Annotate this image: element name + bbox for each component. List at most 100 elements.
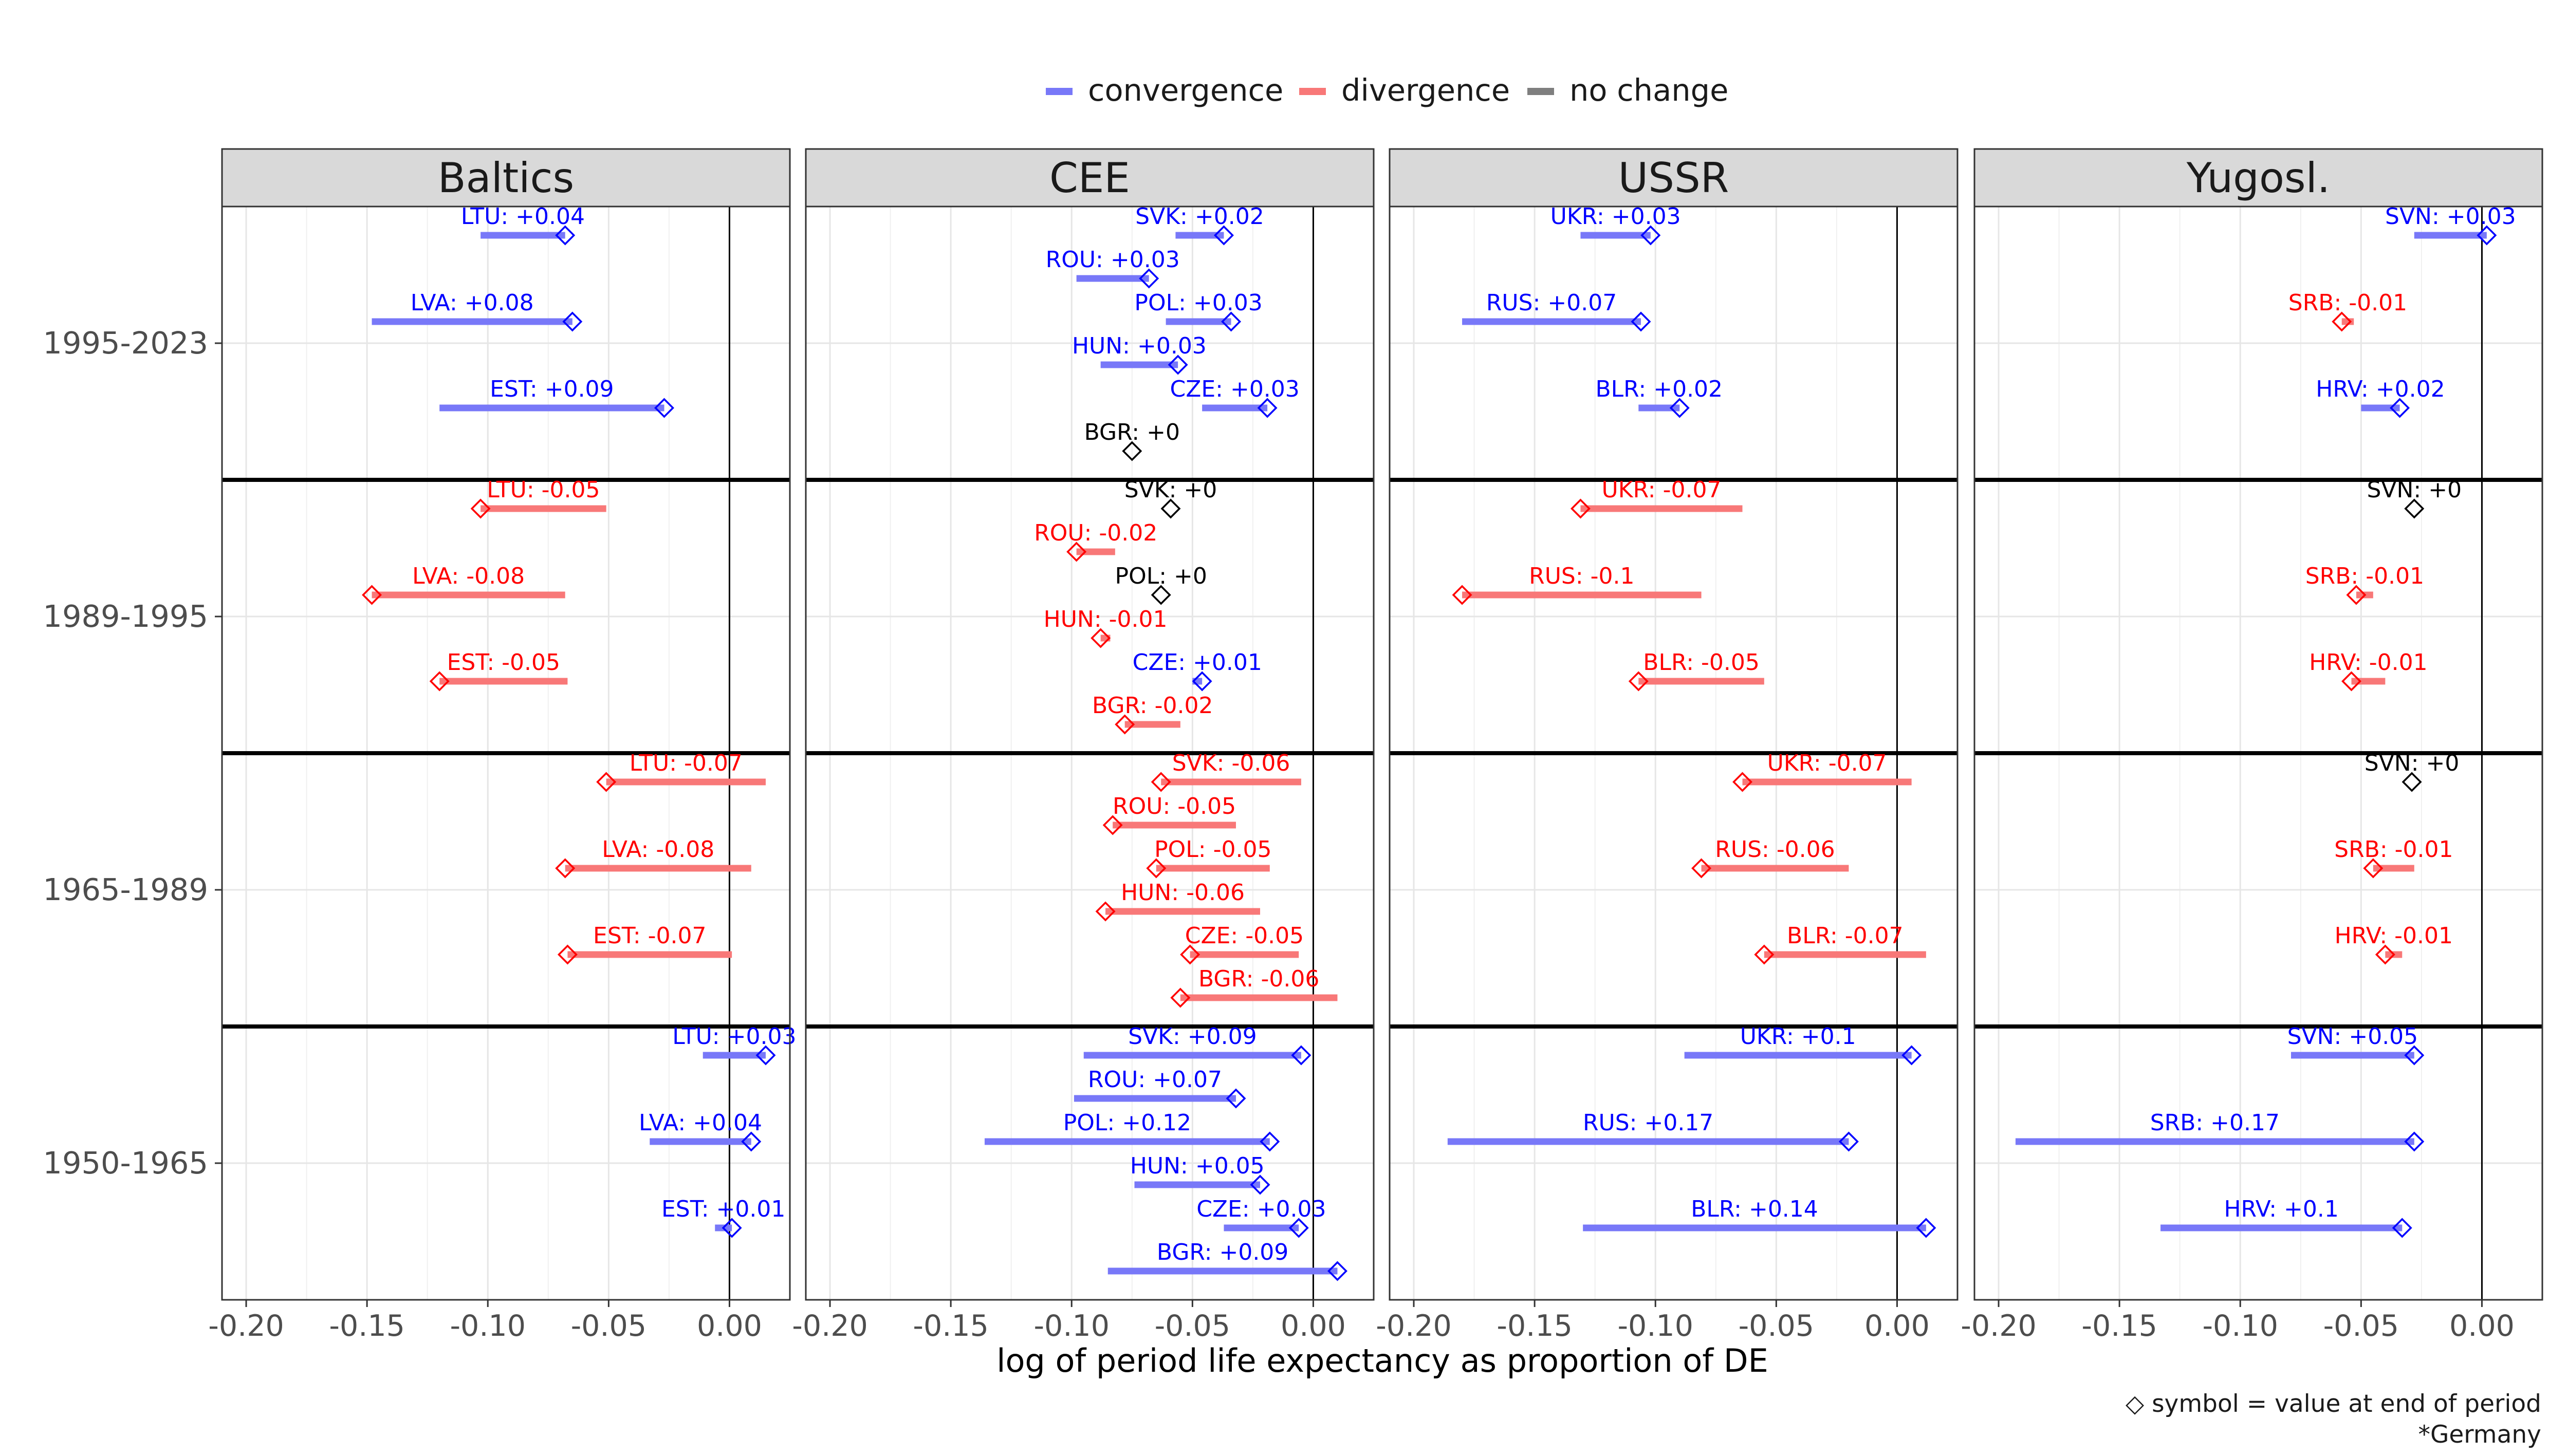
data-label: BGR: -0.02 xyxy=(1092,693,1213,719)
data-label: SVN: +0 xyxy=(2367,477,2462,503)
panel-border xyxy=(1973,206,2543,1301)
y-tick-label-1989-1995: 1989-1995 xyxy=(43,599,208,634)
x-tick-label: 0.00 xyxy=(1864,1309,1930,1343)
end-marker xyxy=(2392,1218,2412,1238)
data-label: EST: -0.07 xyxy=(593,923,706,949)
legend: convergence divergence no change xyxy=(1046,72,1728,108)
data-label: EST: +0.09 xyxy=(490,376,614,402)
data-label: LVA: -0.08 xyxy=(602,836,714,863)
series-ukr-1995-2023: UKR: +0.03 xyxy=(1550,203,1681,246)
end-marker xyxy=(1628,671,1649,692)
x-tick-label: -0.10 xyxy=(1033,1309,1109,1343)
data-label: LTU: +0.04 xyxy=(461,203,585,230)
end-marker xyxy=(1160,498,1181,519)
y-tick-label-1995-2023: 1995-2023 xyxy=(43,325,208,361)
series-est-1989-1995: EST: -0.05 xyxy=(429,649,568,692)
data-label: BGR: +0 xyxy=(1084,419,1180,445)
data-label: POL: +0.03 xyxy=(1134,290,1262,316)
series-svk-1950-1965: SVK: +0.09 xyxy=(1083,1023,1312,1066)
series-hun-1989-1995: HUN: -0.01 xyxy=(1044,606,1168,648)
data-label: LVA: -0.08 xyxy=(412,563,525,589)
end-marker xyxy=(1291,1045,1312,1066)
series-lva-1965-1989: LVA: -0.08 xyxy=(555,836,751,879)
end-marker xyxy=(2363,858,2384,879)
x-axis-title: log of period life expectancy as proport… xyxy=(996,1342,1768,1379)
data-label: SRB: -0.01 xyxy=(2305,563,2424,589)
x-tick-label: 0.00 xyxy=(2449,1309,2515,1343)
end-marker xyxy=(2346,585,2367,605)
panel-border xyxy=(221,206,791,1301)
series-pol-1965-1989: POL: -0.05 xyxy=(1146,836,1271,879)
series-pol-1995-2023: POL: +0.03 xyxy=(1134,290,1263,332)
data-label: POL: +0.12 xyxy=(1063,1110,1191,1136)
y-tick-label-1950-1965: 1950-1965 xyxy=(43,1145,208,1181)
facet-strip-label: CEE xyxy=(1049,154,1130,202)
end-marker xyxy=(2341,671,2362,692)
end-marker xyxy=(1122,441,1142,461)
data-label: POL: -0.05 xyxy=(1154,836,1271,863)
series-srb-1995-2023: SRB: -0.01 xyxy=(2288,290,2407,332)
series-est-1965-1989: EST: -0.07 xyxy=(557,923,732,965)
data-label: UKR: +0.03 xyxy=(1550,203,1681,230)
data-label: SVN: +0.05 xyxy=(2287,1023,2418,1050)
series-srb-1989-1995: SRB: -0.01 xyxy=(2305,563,2424,605)
data-label: CZE: +0.03 xyxy=(1196,1196,1326,1222)
end-marker xyxy=(1226,1088,1246,1109)
end-marker xyxy=(1570,498,1591,519)
series-cze-1989-1995: CZE: +0.01 xyxy=(1133,649,1262,692)
series-ltu-1965-1989: LTU: -0.07 xyxy=(596,750,766,792)
data-label: BGR: +0.09 xyxy=(1157,1239,1288,1265)
end-marker xyxy=(562,311,583,332)
legend-label-divergence: divergence xyxy=(1341,72,1510,108)
data-label: HRV: -0.01 xyxy=(2309,649,2427,676)
end-marker xyxy=(1327,1261,1347,1281)
panel-ussr: USSR -0.20 -0.15 -0.10 -0.05 0.00 UKR: +0.03 RU… xyxy=(1376,148,1959,1343)
facet-strip-label: USSR xyxy=(1618,154,1729,202)
data-label: ROU: -0.02 xyxy=(1034,520,1157,546)
end-marker xyxy=(1095,901,1116,922)
data-label: LTU: -0.07 xyxy=(630,750,743,776)
series-rou-1995-2023: ROU: +0.03 xyxy=(1046,247,1180,289)
end-marker xyxy=(1669,398,1690,418)
series-blr-1965-1989: BLR: -0.07 xyxy=(1754,923,1926,965)
end-marker xyxy=(1192,671,1212,692)
panel-yugosl: Yugosl. -0.20 -0.15 -0.10 -0.05 0.00 SVN: +0.0… xyxy=(1961,148,2543,1343)
data-label: RUS: +0.07 xyxy=(1486,290,1617,316)
series-ltu-1950-1965: LTU: +0.03 xyxy=(672,1023,796,1066)
data-label: BLR: +0.02 xyxy=(1595,376,1723,402)
x-tick-label: -0.10 xyxy=(2202,1309,2278,1343)
data-label: LVA: +0.04 xyxy=(639,1110,762,1136)
end-marker xyxy=(596,772,617,792)
data-label: HUN: +0.03 xyxy=(1072,333,1207,359)
series-hun-1950-1965: HUN: +0.05 xyxy=(1130,1153,1270,1195)
data-label: HRV: +0.02 xyxy=(2316,376,2445,402)
facet-strip xyxy=(1973,148,2543,208)
end-marker xyxy=(2390,398,2410,418)
data-label: RUS: +0.17 xyxy=(1583,1110,1713,1136)
data-label: BLR: -0.07 xyxy=(1787,923,1904,949)
end-marker xyxy=(1640,225,1661,246)
series-svk-1995-2023: SVK: +0.02 xyxy=(1135,203,1264,246)
panel-baltics: Baltics -0.20 -0.15 -0.10 -0.05 0.00 LTU: +0.0… xyxy=(208,148,796,1343)
series-blr-1989-1995: BLR: -0.05 xyxy=(1628,649,1764,692)
end-marker xyxy=(1168,354,1188,375)
end-marker xyxy=(741,1131,762,1152)
data-label: LVA: +0.08 xyxy=(411,290,534,316)
series-bgr-1950-1965: BGR: +0.09 xyxy=(1107,1239,1347,1281)
end-marker xyxy=(1838,1131,1859,1152)
series-lva-1950-1965: LVA: +0.04 xyxy=(639,1110,762,1152)
x-tick-label: -0.10 xyxy=(450,1309,525,1343)
series-bgr-1995-2023: BGR: +0 xyxy=(1084,419,1180,461)
panel-border xyxy=(805,206,1375,1301)
end-marker xyxy=(1916,1218,1936,1238)
data-label: ROU: -0.05 xyxy=(1113,793,1236,819)
end-marker xyxy=(2332,311,2352,332)
data-label: UKR: -0.07 xyxy=(1602,477,1722,503)
data-label: HUN: +0.05 xyxy=(1130,1153,1265,1179)
end-marker xyxy=(1452,585,1472,605)
data-label: LTU: -0.05 xyxy=(487,477,600,503)
end-marker xyxy=(1170,987,1191,1008)
end-marker xyxy=(1257,398,1278,418)
facet-panels: Baltics -0.20 -0.15 -0.10 -0.05 0.00 LTU: +0.0… xyxy=(208,148,2543,1343)
